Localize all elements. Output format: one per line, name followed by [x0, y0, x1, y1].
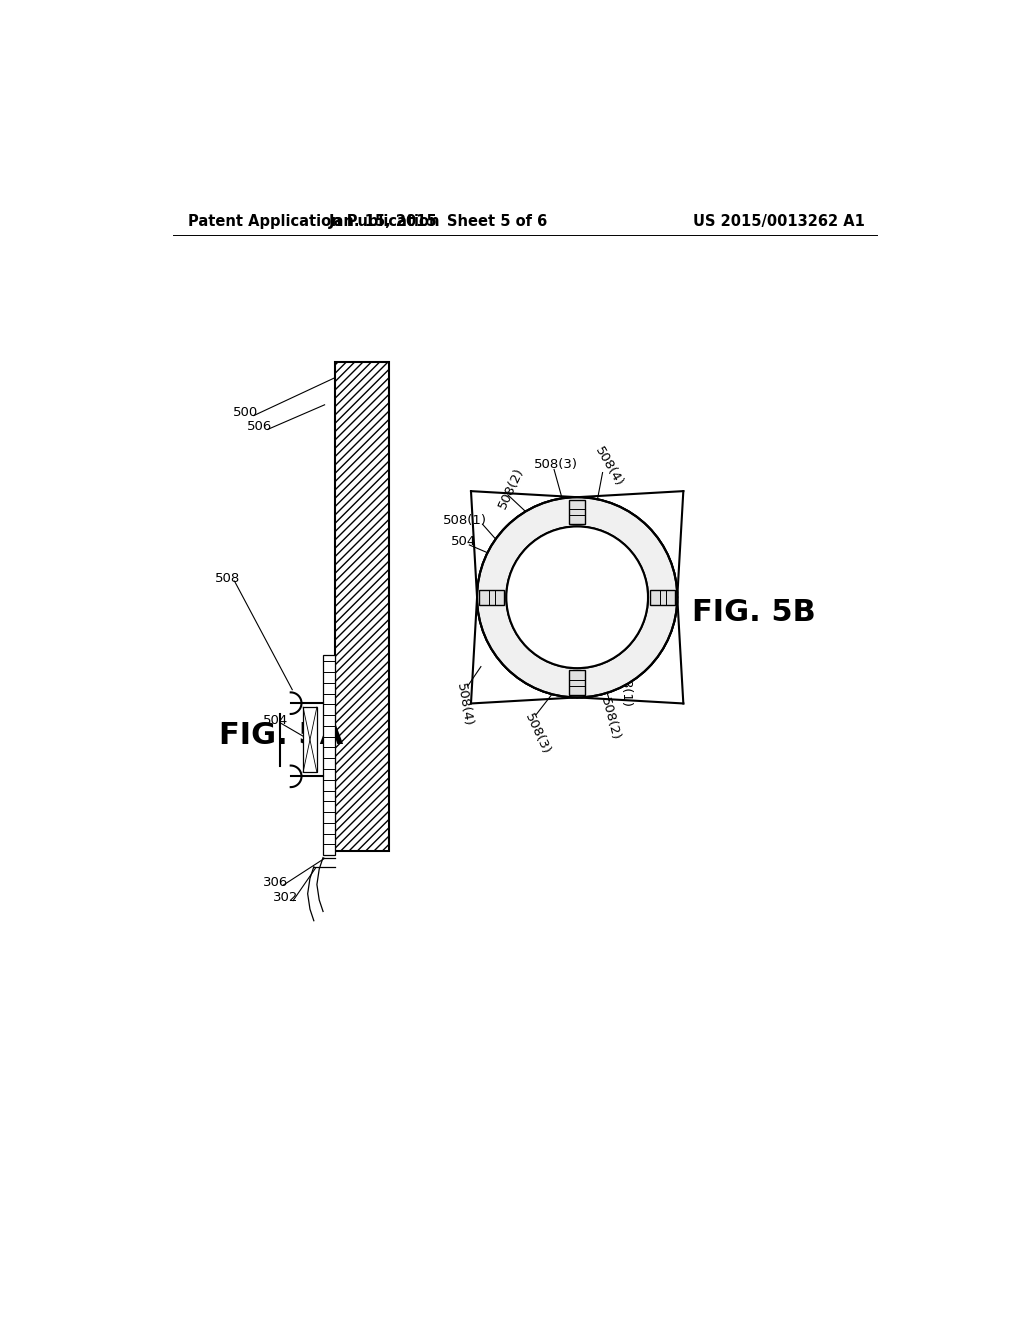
Text: US 2015/0013262 A1: US 2015/0013262 A1 [692, 214, 864, 230]
Text: 508(2): 508(2) [598, 696, 622, 742]
Bar [335, 363, 388, 851]
Text: 500: 500 [233, 407, 258, 418]
Text: 508(3): 508(3) [521, 711, 552, 756]
Text: 508(3): 508(3) [535, 458, 578, 471]
Bar [323, 655, 335, 855]
Polygon shape [569, 499, 585, 524]
Text: 506: 506 [247, 420, 272, 433]
Bar [335, 363, 388, 851]
Bar [303, 708, 316, 772]
Circle shape [506, 527, 648, 668]
Text: 508: 508 [215, 572, 241, 585]
Polygon shape [569, 671, 585, 696]
Text: 504: 504 [263, 714, 288, 727]
Polygon shape [479, 590, 504, 605]
Polygon shape [650, 590, 675, 605]
Text: 508(4): 508(4) [593, 444, 626, 488]
Text: 508(4): 508(4) [454, 682, 474, 727]
Text: 504: 504 [451, 536, 476, 548]
Circle shape [506, 527, 648, 668]
Text: 508(1): 508(1) [443, 513, 487, 527]
Text: 508(2): 508(2) [497, 465, 526, 511]
Text: 508(1): 508(1) [618, 664, 632, 708]
Text: FIG. 5A: FIG. 5A [218, 722, 343, 750]
Text: Patent Application Publication: Patent Application Publication [188, 214, 440, 230]
Circle shape [477, 498, 677, 697]
Text: 302: 302 [273, 891, 298, 904]
Text: FIG. 5B: FIG. 5B [692, 598, 816, 627]
Circle shape [477, 498, 677, 697]
Text: 306: 306 [263, 875, 288, 888]
Text: Jan. 15, 2015  Sheet 5 of 6: Jan. 15, 2015 Sheet 5 of 6 [329, 214, 548, 230]
